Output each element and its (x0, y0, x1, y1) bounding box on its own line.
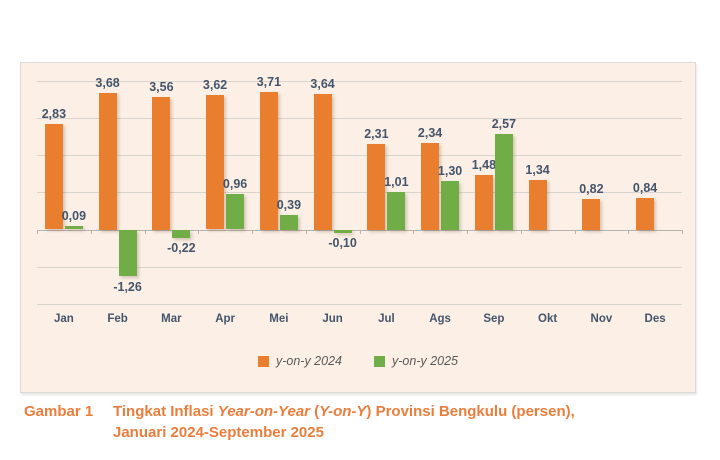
x-axis-label-jun: Jun (322, 313, 343, 325)
bar-jun-y-on-y-2024 (313, 94, 332, 230)
plot-area: 2,83 3,68 3,56 3,62 3,71 3,64 2,31 2,34 1,48 1,34… (37, 71, 683, 305)
x-axis-label-jan: Jan (53, 313, 74, 325)
data-label-mar-y-on-y-2025: -0,22 (167, 240, 196, 255)
axis-tick (628, 229, 630, 234)
axis-tick (198, 229, 200, 234)
axis-tick (359, 229, 361, 234)
axis-tick (305, 229, 307, 234)
data-label-jun-y-on-y-2025: -0,10 (328, 236, 357, 251)
axis-tick (574, 229, 576, 234)
legend-label: y-on-y 2024 (275, 354, 342, 368)
axis-tick (682, 229, 683, 234)
caption-segment: ( (310, 403, 320, 420)
gridline (37, 80, 682, 82)
x-axis-label-des: Des (644, 313, 666, 325)
bar-jul-y-on-y-2025 (387, 192, 406, 230)
bar-ags-y-on-y-2025 (441, 181, 460, 230)
x-axis-label-apr: Apr (215, 313, 235, 325)
bar-jan-y-on-y-2024 (44, 124, 63, 230)
data-label-jul-y-on-y-2025: 1,01 (384, 175, 409, 189)
axis-tick (252, 229, 253, 234)
axis-tick (467, 229, 468, 234)
bar-jul-y-on-y-2024 (367, 143, 386, 230)
bar-jun-y-on-y-2025 (333, 229, 352, 234)
gridline (37, 117, 682, 119)
gridline (37, 155, 682, 157)
chart-legend: y-on-y 2024 y-on-y 2025 (21, 354, 695, 368)
legend-entry-1: y-on-y 2024 (257, 354, 342, 368)
caption-segment: Tingkat Inflasi (113, 403, 218, 420)
bar-mei-y-on-y-2025 (279, 215, 298, 230)
data-label-mei-y-on-y-2024: 3,71 (256, 74, 282, 89)
data-label-apr-y-on-y-2025: 0,96 (222, 176, 248, 191)
bar-apr-y-on-y-2024 (206, 94, 225, 230)
chart-panel: 2,83 3,68 3,56 3,62 3,71 3,64 2,31 2,34 1,48 1,34… (20, 62, 696, 393)
figure-caption-text: Tingkat Inflasi Year-on-Year (Y-on-Y) Pr… (113, 402, 678, 443)
x-axis-label-okt: Okt (538, 313, 558, 325)
bar-sep-y-on-y-2025 (494, 133, 513, 230)
gridline (37, 266, 682, 268)
x-axis-label-mar: Mar (161, 313, 182, 325)
data-label-apr-y-on-y-2024: 3,62 (202, 77, 228, 92)
bar-okt-y-on-y-2024 (528, 179, 547, 230)
bar-mar-y-on-y-2025 (172, 229, 191, 238)
bar-jan-y-on-y-2025 (64, 226, 83, 230)
axis-tick (90, 229, 92, 234)
axis-tick (37, 229, 38, 234)
gridline (37, 304, 682, 305)
axis-tick (413, 229, 415, 234)
x-axis-label-sep: Sep (483, 313, 505, 325)
legend-label: y-on-y 2025 (392, 354, 459, 368)
data-label-feb-y-on-y-2024: 3,68 (95, 75, 120, 90)
data-label-des-y-on-y-2024: 0,84 (632, 181, 658, 196)
data-label-sep-y-on-y-2025: 2,57 (491, 116, 517, 131)
data-label-jun-y-on-y-2024: 3,64 (310, 77, 335, 92)
bar-sep-y-on-y-2024 (474, 174, 493, 230)
axis-tick (144, 229, 146, 234)
figure-caption-label: Gambar 1 (24, 403, 94, 420)
data-label-mei-y-on-y-2025: 0,39 (276, 198, 302, 212)
data-label-jan-y-on-y-2025: 0,09 (61, 209, 87, 224)
bar-apr-y-on-y-2025 (226, 193, 245, 230)
data-label-jan-y-on-y-2024: 2,83 (41, 107, 67, 122)
x-axis-label-feb: Feb (107, 313, 128, 325)
caption-segment: ) Provinsi Bengkulu (persen), (366, 403, 575, 420)
figure-caption-line2: Januari 2024-September 2025 (113, 423, 324, 441)
x-axis-label-ags: Ags (429, 313, 451, 325)
data-label-feb-y-on-y-2025: -1,26 (113, 279, 142, 294)
data-label-okt-y-on-y-2024: 1,34 (525, 162, 550, 177)
data-label-sep-y-on-y-2024: 1,48 (471, 157, 497, 172)
bar-mei-y-on-y-2024 (259, 91, 278, 230)
x-axis-label-mei: Mei (269, 313, 289, 325)
bar-feb-y-on-y-2025 (118, 229, 137, 277)
legend-swatch-icon (374, 355, 385, 367)
bar-des-y-on-y-2024 (636, 198, 655, 230)
x-axis-label-nov: Nov (590, 313, 613, 325)
data-label-ags-y-on-y-2025: 1,30 (437, 164, 463, 179)
axis-tick (520, 229, 522, 234)
legend-swatch-icon (257, 355, 269, 367)
data-label-jul-y-on-y-2024: 2,31 (364, 126, 389, 141)
figure-caption-line1: Tingkat Inflasi Year-on-Year (Y-on-Y) Pr… (113, 403, 575, 420)
bar-feb-y-on-y-2024 (98, 92, 117, 230)
bar-mar-y-on-y-2024 (152, 97, 171, 230)
data-label-ags-y-on-y-2024: 2,34 (417, 125, 443, 140)
x-axis-labels: Jan Feb Mar Apr Mei Jun Jul Ags Sep Okt Nov Des (37, 313, 682, 329)
bar-ags-y-on-y-2024 (421, 142, 440, 230)
data-label-mar-y-on-y-2024: 3,56 (149, 80, 174, 95)
figure-caption: Gambar 1 Tingkat Inflasi Year-on-Year (Y… (24, 402, 678, 443)
legend-entry-2: y-on-y 2025 (374, 354, 458, 368)
data-label-nov-y-on-y-2024: 0,82 (579, 182, 604, 196)
gridline (37, 192, 682, 194)
bar-nov-y-on-y-2024 (582, 199, 601, 230)
caption-segment: Year-on-Year (217, 403, 311, 420)
x-axis-label-jul: Jul (378, 313, 395, 325)
caption-segment: Y-on-Y (319, 403, 367, 420)
